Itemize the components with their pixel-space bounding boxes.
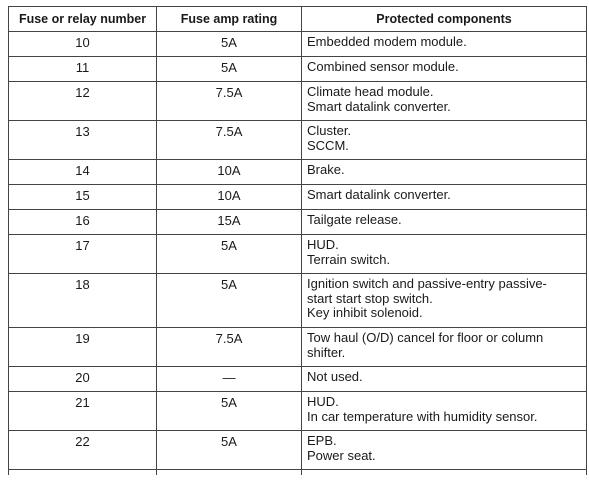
component-line: Smart datalink converter. [307, 98, 451, 114]
protected-components: Tailgate release. [301, 209, 587, 235]
component-line: Tow haul (O/D) cancel for floor or colum… [307, 330, 544, 345]
component-line: shifter. [307, 344, 346, 360]
table-row: 22 5A EPB. Power seat. [8, 430, 587, 470]
component-line: Terrain switch. [307, 251, 391, 267]
protected-components: Ignition switch and passive-entry passiv… [301, 273, 587, 328]
table-row: 13 7.5A Cluster. SCCM. [8, 120, 587, 160]
component-line: Power seat. [307, 447, 376, 463]
component-line: Cluster. [307, 123, 352, 138]
component-line: HUD. [307, 394, 339, 409]
fuse-number: 14 [8, 159, 157, 185]
component-line: Embedded modem module. [307, 34, 467, 49]
table-row: 18 5A Ignition switch and passive-entry … [8, 273, 587, 328]
component-line: HUD. [307, 237, 339, 252]
table-header-row: Fuse or relay number Fuse amp rating Pro… [8, 6, 587, 32]
fuse-number: 19 [8, 327, 157, 367]
amp-rating: 5A [156, 56, 302, 82]
fuse-number: 11 [8, 56, 157, 82]
table-row: 14 10A Brake. [8, 159, 587, 185]
component-line: Climate head module. [307, 84, 434, 99]
amp-rating: 5A [156, 31, 302, 57]
fuse-number: 10 [8, 31, 157, 57]
component-line: EPB. [307, 433, 337, 448]
amp-rating: 5A [156, 273, 302, 328]
component-line: Combined sensor module. [307, 59, 459, 74]
fuse-number: 18 [8, 273, 157, 328]
table-row: 21 5A HUD. In car temperature with humid… [8, 391, 587, 431]
table-row: 15 10A Smart datalink converter. [8, 184, 587, 210]
amp-rating: 10A [156, 184, 302, 210]
fuse-number: 17 [8, 234, 157, 274]
amp-rating: 5A [156, 391, 302, 431]
column-header-components: Protected components [301, 6, 587, 32]
fuse-number: 20 [8, 366, 157, 392]
table-row: 16 15A Tailgate release. [8, 209, 587, 235]
protected-components: Cluster. SCCM. [301, 120, 587, 160]
column-header-number: Fuse or relay number [8, 6, 157, 32]
amp-rating: 7.5A [156, 327, 302, 367]
amp-rating: 5A [156, 234, 302, 274]
component-line: Ignition switch and passive-entry passiv… [307, 276, 547, 291]
component-line: Tailgate release. [307, 212, 402, 227]
protected-components: HUD. In car temperature with humidity se… [301, 391, 587, 431]
fuse-number: 13 [8, 120, 157, 160]
amp-rating: 7.5A [156, 81, 302, 121]
column-header-rating: Fuse amp rating [156, 6, 302, 32]
component-line: SCCM. [307, 137, 349, 153]
protected-components: Combined sensor module. [301, 56, 587, 82]
protected-components: EPB. Power seat. [301, 430, 587, 470]
component-line: Smart datalink converter. [307, 187, 451, 202]
fuse-number: 15 [8, 184, 157, 210]
fuse-number: 12 [8, 81, 157, 121]
table-row: 17 5A HUD. Terrain switch. [8, 234, 587, 274]
fuse-number: 22 [8, 430, 157, 470]
amp-rating: 10A [156, 159, 302, 185]
table-row: 20 — Not used. [8, 366, 587, 392]
protected-components: Climate head module. Smart datalink conv… [301, 81, 587, 121]
component-line: Not used. [307, 369, 363, 384]
component-line: Key inhibit solenoid. [307, 305, 423, 320]
component-line: start start stop switch. [307, 290, 433, 306]
table-row: 19 7.5A Tow haul (O/D) cancel for floor … [8, 327, 587, 367]
amp-rating: 15A [156, 209, 302, 235]
fuse-table: Fuse or relay number Fuse amp rating Pro… [8, 6, 587, 475]
amp-rating: 5A [156, 430, 302, 470]
fuse-number: 21 [8, 391, 157, 431]
protected-components: Embedded modem module. [301, 31, 587, 57]
protected-components: Brake. [301, 159, 587, 185]
protected-components: Not used. [301, 366, 587, 392]
protected-components: Tow haul (O/D) cancel for floor or colum… [301, 327, 587, 367]
component-line: Brake. [307, 162, 345, 177]
table-row-cutoff [8, 469, 587, 475]
amp-rating: — [156, 366, 302, 392]
table-row: 10 5A Embedded modem module. [8, 31, 587, 57]
fuse-number: 16 [8, 209, 157, 235]
amp-rating: 7.5A [156, 120, 302, 160]
table-row: 12 7.5A Climate head module. Smart datal… [8, 81, 587, 121]
component-line: In car temperature with humidity sensor. [307, 408, 538, 424]
protected-components: HUD. Terrain switch. [301, 234, 587, 274]
protected-components: Smart datalink converter. [301, 184, 587, 210]
table-row: 11 5A Combined sensor module. [8, 56, 587, 82]
